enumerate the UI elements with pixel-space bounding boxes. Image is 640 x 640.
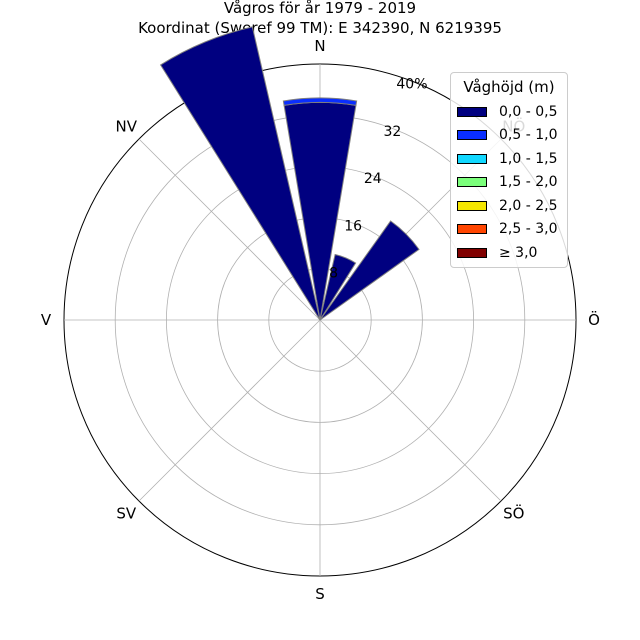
radial-tick-labels: 8 16 24 32 40%: [329, 76, 427, 281]
grid-spoke: [138, 319, 321, 502]
legend-label: 2,0 - 2,5: [499, 197, 558, 214]
legend-entry: ≥ 3,0: [451, 241, 567, 265]
bar-segment: [319, 253, 357, 321]
legend-label: 2,5 - 3,0: [499, 221, 558, 238]
legend-label: 1,0 - 1,5: [499, 150, 558, 167]
bar-segment: [159, 26, 321, 321]
legend-entry: 2,5 - 3,0: [451, 218, 567, 242]
legend-label: 1,5 - 2,0: [499, 174, 558, 191]
bar-segment: [282, 97, 358, 106]
direction-label: S: [315, 585, 325, 603]
legend-swatch: [457, 224, 487, 235]
direction-label: N: [314, 37, 325, 55]
legend-label: 0,0 - 0,5: [499, 103, 558, 120]
direction-label: SV: [116, 505, 137, 523]
legend-label: 0,5 - 1,0: [499, 127, 558, 144]
direction-label: V: [41, 311, 52, 329]
r-tick-label: 24: [364, 171, 382, 187]
legend-swatch: [457, 247, 487, 258]
legend-swatch: [457, 130, 487, 141]
direction-label: Ö: [588, 310, 600, 329]
chart-title: Vågros för år 1979 - 2019: [224, 0, 416, 17]
legend-swatch: [457, 200, 487, 211]
r-tick-label: 32: [383, 124, 401, 140]
legend-entry: 1,5 - 2,0: [451, 171, 567, 195]
legend-entry: 0,0 - 0,5: [451, 100, 567, 124]
grid-spoke: [138, 138, 321, 321]
r-tick-label: 16: [344, 218, 362, 234]
legend-label: ≥ 3,0: [499, 244, 538, 261]
direction-label: SÖ: [503, 504, 524, 523]
r-tick-label: 40%: [396, 76, 427, 92]
legend-title: Våghöjd (m): [463, 78, 555, 96]
legend: Våghöjd (m) 0,0 - 0,5 0,5 - 1,0 1,0 - 1,5 1…: [450, 72, 568, 268]
legend-swatch: [457, 106, 487, 117]
r-tick-label: 8: [329, 266, 338, 282]
legend-entry: 1,0 - 1,5: [451, 147, 567, 171]
bars: [159, 26, 420, 321]
legend-swatch: [457, 153, 487, 164]
legend-entry: 0,5 - 1,0: [451, 124, 567, 148]
direction-label: NV: [116, 117, 138, 135]
legend-entry: 2,0 - 2,5: [451, 194, 567, 218]
legend-swatch: [457, 177, 487, 188]
grid-spoke: [319, 319, 502, 502]
bar-segment: [319, 220, 420, 321]
chart-subtitle: Koordinat (Sweref 99 TM): E 342390, N 62…: [138, 19, 502, 37]
